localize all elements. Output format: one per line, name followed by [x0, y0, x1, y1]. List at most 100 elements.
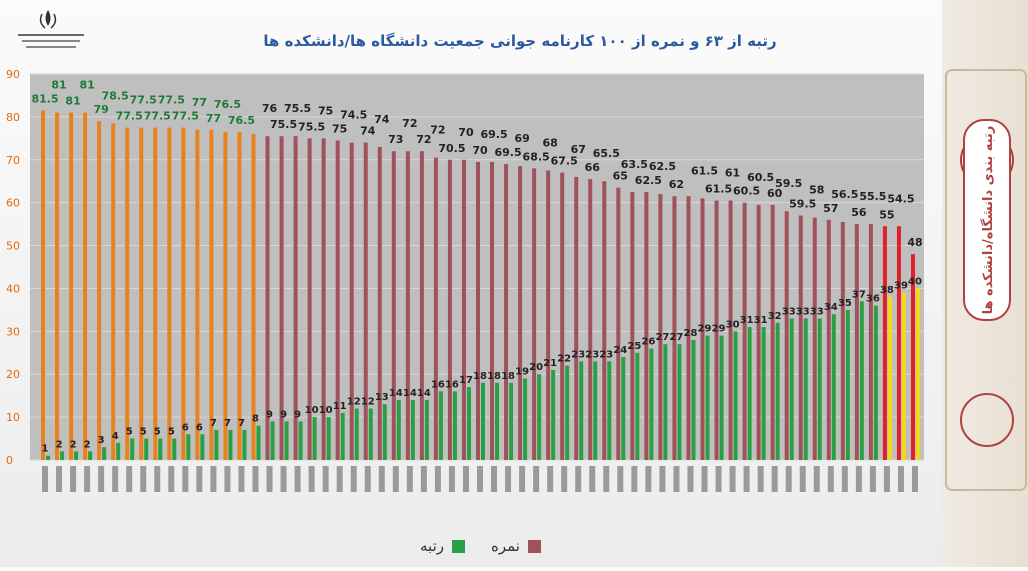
- score-label: 67: [571, 143, 586, 156]
- score-bar: [335, 140, 340, 460]
- rank-label: 33: [810, 306, 824, 317]
- rank-label: 6: [182, 422, 189, 433]
- category-label: [154, 466, 161, 492]
- category-label: [462, 466, 469, 492]
- rank-bar: [466, 387, 471, 460]
- legend-score-swatch: [527, 539, 541, 553]
- score-label: 72: [416, 133, 431, 146]
- y-tick-label: 60: [6, 197, 20, 210]
- rank-bar: [102, 447, 107, 460]
- category-label: [813, 466, 820, 492]
- score-bar: [728, 200, 733, 460]
- rank-bar: [565, 365, 570, 460]
- category-label: [575, 466, 582, 492]
- rank-label: 25: [627, 341, 641, 352]
- rank-label: 7: [238, 418, 245, 429]
- category-label: [785, 466, 792, 492]
- category-label: [855, 466, 862, 492]
- score-label: 69.5: [494, 146, 521, 159]
- score-bar: [812, 217, 817, 460]
- score-bar: [433, 157, 438, 460]
- category-label: [98, 466, 105, 492]
- score-label: 76.5: [228, 114, 255, 127]
- category-label: [673, 466, 680, 492]
- rank-label: 5: [168, 427, 175, 438]
- score-label: 75.5: [270, 118, 297, 131]
- score-bar: [868, 224, 873, 460]
- category-label: [687, 466, 694, 492]
- score-bar: [644, 191, 649, 460]
- rank-label: 30: [726, 319, 740, 330]
- score-label: 78.5: [102, 89, 129, 102]
- score-bar: [546, 170, 551, 460]
- rank-bar: [747, 327, 752, 460]
- category-label: [869, 466, 876, 492]
- rank-label: 36: [866, 294, 880, 305]
- category-label: [140, 466, 147, 492]
- rank-bar: [649, 348, 654, 460]
- score-label: 74.5: [340, 109, 367, 122]
- score-bar: [896, 226, 901, 460]
- score-bar: [854, 224, 859, 460]
- rank-bar: [88, 451, 93, 460]
- rank-bar: [859, 301, 864, 460]
- rank-bar: [116, 442, 121, 460]
- rank-label: 32: [768, 311, 782, 322]
- rank-bar: [621, 357, 626, 460]
- rank-bar: [523, 378, 528, 460]
- score-label: 74: [374, 113, 390, 126]
- rank-label: 39: [894, 281, 908, 292]
- category-label: [701, 466, 708, 492]
- category-label: [561, 466, 568, 492]
- bar-chart: 010203040506070809081.58181817978.577.57…: [6, 68, 924, 492]
- category-label: [364, 466, 371, 492]
- score-bar: [658, 194, 663, 461]
- rank-label: 40: [908, 276, 922, 287]
- y-tick-label: 70: [6, 154, 20, 167]
- rank-label: 31: [740, 315, 754, 326]
- rank-bar: [789, 318, 794, 460]
- score-label: 61: [725, 167, 740, 180]
- score-label: 77: [206, 112, 221, 125]
- rank-label: 20: [529, 362, 543, 373]
- rank-label: 33: [796, 306, 810, 317]
- score-label: 62.5: [635, 174, 662, 187]
- rank-bar: [158, 438, 163, 460]
- rank-bar: [677, 344, 682, 460]
- score-label: 81: [65, 95, 80, 108]
- score-label: 65.5: [593, 147, 620, 160]
- score-bar: [321, 138, 326, 461]
- rank-label: 12: [361, 397, 375, 408]
- rank-bar: [691, 339, 696, 460]
- rank-bar: [410, 399, 415, 460]
- rank-bar: [873, 305, 878, 460]
- score-bar: [756, 204, 761, 460]
- score-bar: [349, 142, 354, 460]
- category-label: [126, 466, 133, 492]
- rank-bar: [495, 382, 500, 460]
- rank-bar: [817, 318, 822, 460]
- rank-bar: [298, 421, 303, 460]
- category-label: [827, 466, 834, 492]
- y-tick-label: 90: [6, 68, 20, 81]
- rank-bar: [214, 429, 219, 460]
- score-label: 74: [360, 125, 376, 138]
- rank-label: 5: [154, 427, 161, 438]
- score-label: 59.5: [775, 177, 802, 190]
- score-label: 81: [79, 79, 94, 92]
- y-tick-label: 20: [6, 368, 20, 381]
- score-label: 75.5: [284, 102, 311, 115]
- rank-bar: [172, 438, 177, 460]
- category-label: [266, 466, 273, 492]
- score-bar: [195, 129, 200, 460]
- category-label: [757, 466, 764, 492]
- rank-label: 2: [84, 439, 91, 450]
- rank-label: 11: [333, 401, 347, 412]
- score-bar: [363, 142, 368, 460]
- category-label: [336, 466, 343, 492]
- score-label: 62.5: [649, 160, 676, 173]
- y-tick-label: 80: [6, 111, 20, 124]
- score-label: 75: [318, 104, 333, 117]
- category-label: [434, 466, 441, 492]
- y-tick-label: 50: [6, 240, 20, 253]
